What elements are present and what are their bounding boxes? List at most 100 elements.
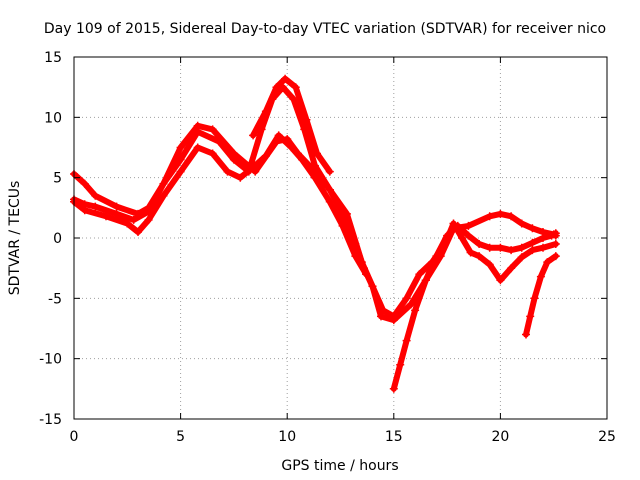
data-point bbox=[396, 360, 405, 369]
data-point bbox=[351, 252, 360, 261]
data-point bbox=[536, 272, 545, 281]
data-point bbox=[261, 151, 270, 160]
y-tick-label: -15 bbox=[39, 412, 62, 428]
data-point bbox=[485, 260, 494, 269]
data-point bbox=[310, 161, 319, 170]
data-point bbox=[261, 107, 270, 116]
series-line bbox=[523, 253, 559, 338]
x-tick-label: 0 bbox=[70, 429, 79, 445]
data-point bbox=[528, 238, 537, 247]
data-point bbox=[475, 252, 484, 261]
data-point bbox=[377, 312, 385, 321]
data-point bbox=[102, 212, 110, 221]
data-point bbox=[144, 203, 153, 212]
data-point bbox=[526, 312, 535, 321]
data-point bbox=[543, 258, 552, 267]
series-track-2 bbox=[70, 83, 560, 321]
data-point bbox=[208, 125, 217, 134]
data-point bbox=[415, 270, 424, 279]
data-point bbox=[432, 252, 441, 261]
series-line bbox=[71, 84, 559, 320]
y-tick-label: 15 bbox=[44, 50, 62, 66]
data-point bbox=[507, 246, 516, 255]
x-tick-label: 15 bbox=[385, 429, 403, 445]
data-point bbox=[112, 202, 121, 211]
grid-lines bbox=[74, 57, 607, 419]
data-point bbox=[475, 240, 484, 248]
data-point bbox=[176, 143, 185, 152]
series-track-5 bbox=[389, 221, 560, 393]
data-point bbox=[249, 131, 258, 140]
data-point bbox=[411, 306, 420, 315]
y-tick-label: -5 bbox=[48, 291, 62, 307]
data-point bbox=[485, 243, 494, 252]
data-point bbox=[507, 212, 516, 221]
y-tick-label: 10 bbox=[44, 110, 62, 126]
data-point bbox=[464, 221, 473, 230]
data-point bbox=[229, 155, 238, 164]
data-point bbox=[421, 276, 430, 285]
data-point bbox=[464, 231, 473, 240]
plot-frame bbox=[73, 56, 608, 420]
series-track-6 bbox=[522, 252, 560, 339]
data-point bbox=[389, 384, 398, 393]
data-point bbox=[325, 197, 334, 206]
data-point bbox=[362, 270, 371, 279]
y-tick-label: 5 bbox=[53, 171, 62, 187]
data-point bbox=[134, 228, 142, 236]
data-point bbox=[406, 300, 415, 309]
data-point bbox=[551, 229, 560, 238]
data-point bbox=[159, 191, 168, 200]
data-point bbox=[453, 221, 462, 230]
data-point bbox=[379, 306, 388, 315]
data-point bbox=[443, 231, 452, 240]
data-point bbox=[193, 127, 202, 136]
data-point bbox=[517, 253, 526, 262]
data-point bbox=[289, 95, 298, 104]
data-point bbox=[338, 209, 347, 218]
data-point bbox=[547, 231, 556, 240]
data-point bbox=[551, 240, 560, 248]
series-track-4 bbox=[249, 74, 334, 176]
data-point bbox=[236, 173, 245, 182]
data-point bbox=[251, 161, 260, 170]
x-tick-label: 25 bbox=[598, 429, 616, 445]
data-point bbox=[80, 206, 89, 215]
data-point bbox=[507, 264, 516, 273]
data-point bbox=[389, 312, 398, 321]
data-point bbox=[176, 155, 185, 164]
series-group bbox=[70, 74, 560, 393]
data-point bbox=[522, 330, 530, 339]
data-point bbox=[134, 209, 142, 218]
tick-labels: 0 5 10 15 20 25 -15 -10 -5 0 5 10 15 bbox=[39, 50, 616, 445]
x-tick-label: 20 bbox=[491, 429, 509, 445]
data-point bbox=[539, 234, 547, 242]
data-point bbox=[496, 276, 505, 285]
chart-title: Day 109 of 2015, Sidereal Day-to-day VTE… bbox=[44, 21, 606, 37]
axis-ticks bbox=[73, 56, 608, 420]
series-line bbox=[250, 75, 333, 175]
data-point bbox=[208, 149, 217, 158]
data-point bbox=[310, 173, 319, 182]
data-point bbox=[325, 185, 334, 194]
data-point bbox=[176, 167, 185, 176]
data-point bbox=[325, 167, 334, 176]
x-tick-label: 10 bbox=[278, 429, 296, 445]
data-point bbox=[272, 83, 281, 92]
data-point bbox=[458, 234, 466, 242]
data-point bbox=[402, 336, 411, 345]
series-line bbox=[390, 222, 559, 392]
data-point bbox=[159, 179, 168, 188]
data-point bbox=[466, 248, 475, 257]
data-point bbox=[274, 131, 283, 140]
data-point bbox=[193, 143, 202, 152]
data-point bbox=[287, 143, 296, 152]
series-line bbox=[71, 132, 370, 278]
data-point bbox=[338, 221, 347, 230]
data-point bbox=[91, 191, 100, 200]
data-point bbox=[496, 243, 505, 252]
data-point bbox=[402, 294, 411, 303]
data-point bbox=[539, 243, 547, 252]
data-point bbox=[91, 202, 100, 211]
